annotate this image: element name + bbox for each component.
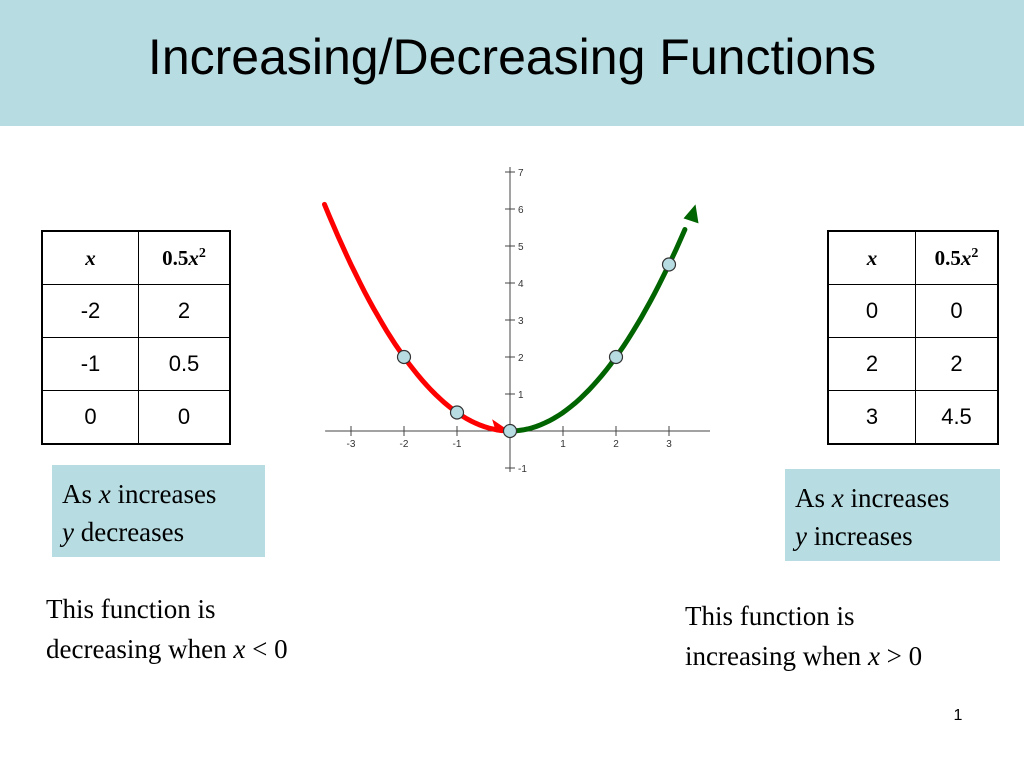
table-row: 2 2 <box>827 337 999 391</box>
x-cell: -1 <box>41 337 139 391</box>
fx-cell: 2 <box>138 284 231 338</box>
x-column-header: x <box>41 230 139 285</box>
table-row: 3 4.5 <box>827 390 999 445</box>
slide-title: Increasing/Decreasing Functions <box>147 29 877 85</box>
x-tick-label: 3 <box>666 439 672 450</box>
desc-line: decreasing when x < 0 <box>46 634 288 664</box>
note-line: As x increases <box>62 479 217 509</box>
note-line: As x increases <box>795 483 950 513</box>
x-tick-label: -3 <box>347 439 356 450</box>
x-tick-label: 1 <box>560 439 566 450</box>
decreasing-description: This function is decreasing when x < 0 <box>46 589 376 669</box>
increasing-arrowhead <box>683 204 699 224</box>
desc-line: This function is <box>685 601 855 631</box>
table-row: 0 0 <box>41 390 231 445</box>
parabola-graph: -3 -2 -1 1 2 3 -1 1 2 3 4 5 6 7 <box>322 167 710 475</box>
data-point <box>502 423 518 439</box>
data-point <box>449 405 465 420</box>
y-tick-label: 1 <box>518 390 524 401</box>
left-values-table: x 0.5x2 -2 2 -1 0.5 0 0 <box>41 230 231 445</box>
increasing-note-box: As x increases y increases <box>785 469 1000 561</box>
x-cell: 0 <box>827 284 916 338</box>
y-tick-label: 7 <box>518 168 524 179</box>
data-point <box>661 257 677 272</box>
y-tick-label: 3 <box>518 316 524 327</box>
x-cell: -2 <box>41 284 139 338</box>
page-number: 1 <box>953 707 963 724</box>
fx-column-header: 0.5x2 <box>915 230 999 285</box>
title-bar: Increasing/Decreasing Functions <box>0 0 1024 126</box>
desc-line: This function is <box>46 594 216 624</box>
x-tick-label: -2 <box>400 439 409 450</box>
decreasing-note-box: As x increases y decreases <box>52 465 265 557</box>
x-cell: 3 <box>827 390 916 445</box>
x-cell: 0 <box>41 390 139 445</box>
x-cell: 2 <box>827 337 916 391</box>
table-header-row: x 0.5x2 <box>827 230 999 285</box>
decreasing-curve <box>322 201 505 434</box>
table-row: -2 2 <box>41 284 231 338</box>
fx-cell: 0.5 <box>138 337 231 391</box>
y-tick-label: -1 <box>518 464 527 475</box>
table-row: 0 0 <box>827 284 999 338</box>
y-tick-label: 6 <box>518 205 524 216</box>
fx-column-header: 0.5x2 <box>138 230 231 285</box>
table-row: -1 0.5 <box>41 337 231 391</box>
note-line: y decreases <box>62 517 185 547</box>
data-point <box>396 349 412 365</box>
table-header-row: x 0.5x2 <box>41 230 231 285</box>
x-column-header: x <box>827 230 916 285</box>
x-tick-label: -1 <box>453 439 462 450</box>
fx-cell: 4.5 <box>915 390 999 445</box>
right-values-table: x 0.5x2 0 0 2 2 3 4.5 <box>827 230 999 445</box>
data-point <box>608 349 624 365</box>
increasing-curve <box>507 227 688 434</box>
fx-cell: 2 <box>915 337 999 391</box>
increasing-description: This function is increasing when x > 0 <box>685 596 1015 676</box>
x-tick-label: 2 <box>613 439 619 450</box>
desc-line: increasing when x > 0 <box>685 641 923 671</box>
y-tick-label: 4 <box>518 279 524 290</box>
fx-cell: 0 <box>915 284 999 338</box>
y-tick-label: 5 <box>518 242 524 253</box>
note-line: y increases <box>795 521 913 551</box>
fx-cell: 0 <box>138 390 231 445</box>
y-tick-label: 2 <box>518 353 524 364</box>
